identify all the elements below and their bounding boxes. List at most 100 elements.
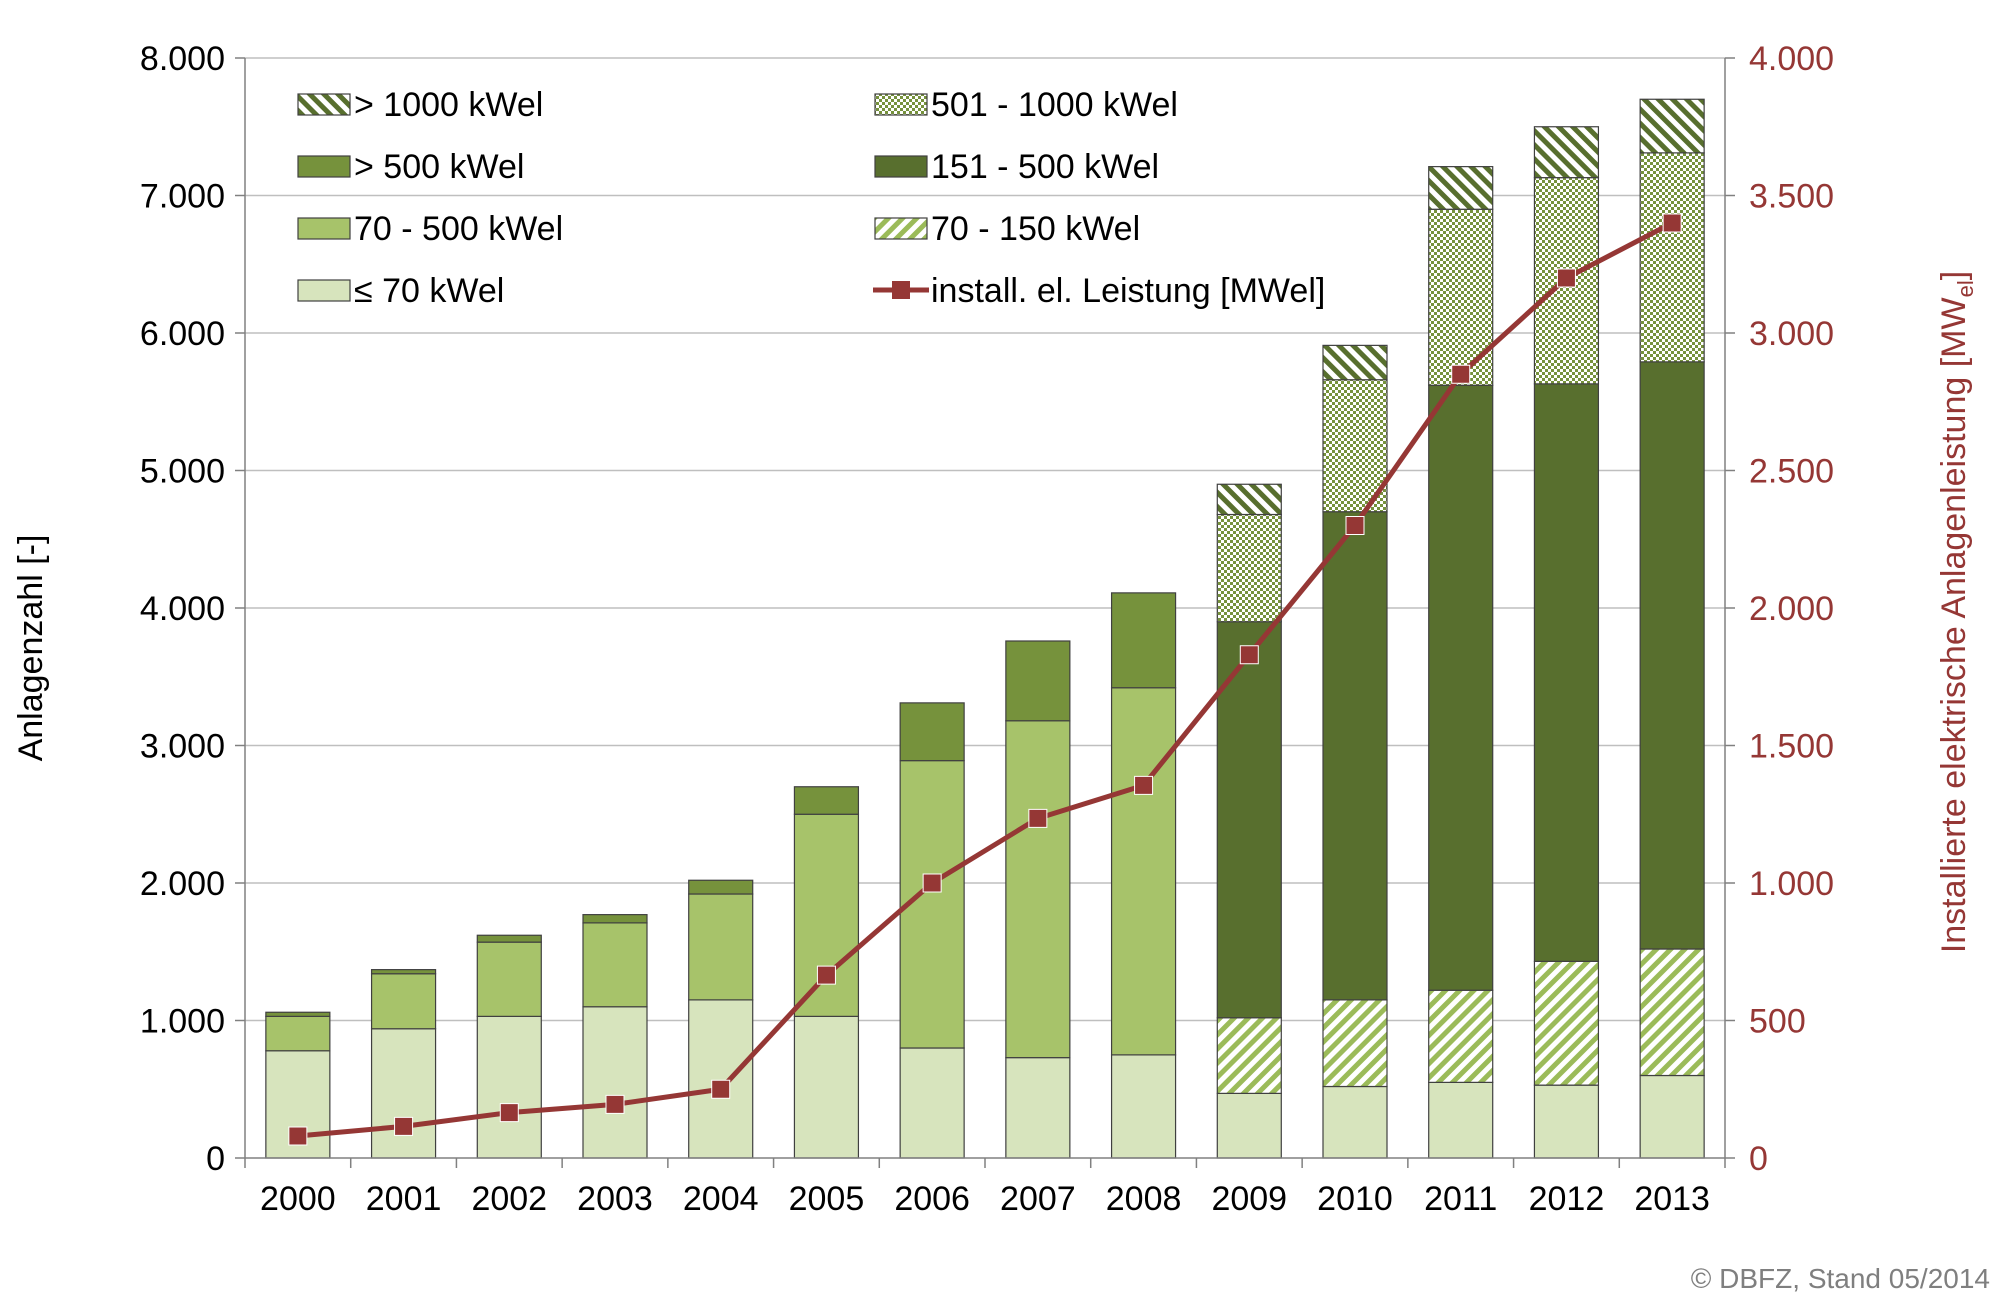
bar-s_le70-2002 <box>476 1015 542 1159</box>
y-right-tick-label-2: 1.000 <box>1749 865 1834 903</box>
x-tick-label-2006: 2006 <box>894 1180 970 1218</box>
y-left-tick-label-7: 7.000 <box>140 178 225 216</box>
bar-s_70_150-2010 <box>1322 999 1388 1088</box>
power-marker-2012 <box>1556 268 1576 288</box>
power-marker-2002 <box>499 1103 519 1123</box>
bar-s_gt1000-2012 <box>1533 126 1600 179</box>
legend: > 1000 kWel 501 - 1000 kWel > 500 kWel 151 … <box>297 86 1325 310</box>
power-marker-2009 <box>1239 645 1259 665</box>
legend-label-s_151_500: 151 - 500 kWel <box>931 148 1159 186</box>
y-left-tick-label-4: 4.000 <box>140 590 225 628</box>
legend-swatch-s_501_1000 <box>874 93 928 116</box>
power-marker-2003 <box>605 1094 625 1114</box>
power-marker-2013 <box>1662 213 1682 233</box>
bar-s_le70-2013 <box>1639 1074 1705 1159</box>
bar-s_le70-2005 <box>793 1015 860 1159</box>
x-tick-label-2010: 2010 <box>1317 1180 1393 1218</box>
bar-s_gt1000-2009 <box>1216 483 1282 516</box>
legend-label-line: install. el. Leistung [MWel] <box>931 272 1325 310</box>
legend-swatch-s_70_150 <box>874 217 928 240</box>
x-tick-label-2009: 2009 <box>1211 1180 1287 1218</box>
bar-s_gt500-2005 <box>793 786 860 815</box>
bar-s_le70-2006 <box>899 1047 965 1159</box>
bar-s_70_150-2011 <box>1428 989 1494 1083</box>
legend-swatch-s_gt1000 <box>297 93 351 116</box>
power-marker-2007 <box>1028 808 1048 828</box>
bar-s_151_500-2013 <box>1639 361 1705 950</box>
bar-s_le70-2009 <box>1216 1092 1282 1159</box>
y-left-tick-label-0: 0 <box>206 1140 225 1178</box>
bar-s_70_500-2001 <box>370 973 437 1030</box>
bar-s_le70-2007 <box>1005 1057 1071 1159</box>
legend-swatch-s_70_500 <box>297 217 351 240</box>
legend-label-s_gt1000: > 1000 kWel <box>354 86 543 124</box>
x-tick-label-2008: 2008 <box>1106 1180 1182 1218</box>
bar-s_gt500-2003 <box>582 914 648 924</box>
bar-s_70_500-2007 <box>1005 720 1071 1059</box>
bar-s_le70-2010 <box>1322 1085 1388 1159</box>
bar-s_le70-2012 <box>1533 1084 1600 1159</box>
y-right-tick-label-5: 2.500 <box>1749 453 1834 491</box>
bar-s_151_500-2011 <box>1428 384 1494 991</box>
bar-s_gt500-2008 <box>1110 592 1177 689</box>
grid-lines <box>245 57 1725 1022</box>
y-right-tick-label-1: 500 <box>1749 1003 1806 1041</box>
bar-s_70_500-2004 <box>688 893 754 1001</box>
x-tick-label-2000: 2000 <box>260 1180 336 1218</box>
bar-s_gt500-2002 <box>476 934 542 943</box>
x-tick-label-2001: 2001 <box>366 1180 442 1218</box>
bar-s_70_500-2008 <box>1110 687 1177 1056</box>
y-axis-right-label-subscript: el <box>1953 280 1978 297</box>
bar-s_501_1000-2011 <box>1428 208 1494 386</box>
legend-swatch-line-marker <box>892 281 910 299</box>
x-tick-label-2003: 2003 <box>577 1180 653 1218</box>
x-tick-label-2012: 2012 <box>1529 1180 1605 1218</box>
legend-swatch-s_le70 <box>297 279 351 302</box>
power-marker-2005 <box>816 965 836 985</box>
power-marker-2004 <box>711 1079 731 1099</box>
bar-s_gt500-2007 <box>1005 640 1071 722</box>
bar-s_gt500-2000 <box>265 1011 331 1017</box>
power-marker-2008 <box>1134 775 1154 795</box>
y-axis-right-label-end: ] <box>1935 271 1973 280</box>
bar-s_70_500-2003 <box>582 922 648 1008</box>
bar-s_70_150-2013 <box>1639 948 1705 1077</box>
y-left-tick-label-5: 5.000 <box>140 453 225 491</box>
bar-s_151_500-2009 <box>1216 621 1282 1019</box>
bar-s_gt1000-2010 <box>1322 344 1388 381</box>
bar-s_501_1000-2009 <box>1216 513 1282 623</box>
copyright-note: © DBFZ, Stand 05/2014 <box>1691 1263 1990 1294</box>
power-marker-2001 <box>394 1116 414 1136</box>
y-left-tick-label-2: 2.000 <box>140 865 225 903</box>
legend-swatch-s_151_500 <box>874 155 928 178</box>
legend-swatch-s_gt500 <box>297 155 351 178</box>
legend-label-s_70_150: 70 - 150 kWel <box>931 210 1140 248</box>
y-right-tick-label-7: 3.500 <box>1749 178 1834 216</box>
bar-s_501_1000-2013 <box>1639 152 1705 363</box>
power-marker-2010 <box>1345 516 1365 535</box>
bar-s_gt500-2006 <box>899 702 965 762</box>
y-right-tick-label-4: 2.000 <box>1749 590 1834 628</box>
bar-s_le70-2004 <box>688 999 754 1159</box>
bar-s_501_1000-2010 <box>1322 379 1388 513</box>
bar-s_70_500-2005 <box>793 813 860 1017</box>
y-axis-right-label: Installierte elektrische Anlagenleistung… <box>1935 271 1978 953</box>
bar-s_gt1000-2011 <box>1428 166 1494 210</box>
bar-s_gt500-2004 <box>688 879 754 895</box>
legend-label-s_gt500: > 500 kWel <box>354 148 524 186</box>
y-right-tick-label-0: 0 <box>1749 1140 1768 1178</box>
bar-s_70_500-2002 <box>476 941 542 1017</box>
y-right-tick-label-8: 4.000 <box>1749 40 1834 78</box>
bar-s_151_500-2012 <box>1533 383 1600 962</box>
bar-s_gt1000-2013 <box>1639 98 1705 154</box>
y-left-tick-label-1: 1.000 <box>140 1003 225 1041</box>
power-line <box>288 213 1682 1146</box>
bar-s_le70-2001 <box>370 1028 437 1159</box>
legend-label-s_le70: ≤ 70 kWel <box>354 272 504 310</box>
power-marker-2006 <box>922 873 942 893</box>
y-left-tick-label-3: 3.000 <box>140 728 225 766</box>
bar-s_70_150-2009 <box>1216 1017 1282 1094</box>
bar-s_le70-2003 <box>582 1006 648 1159</box>
